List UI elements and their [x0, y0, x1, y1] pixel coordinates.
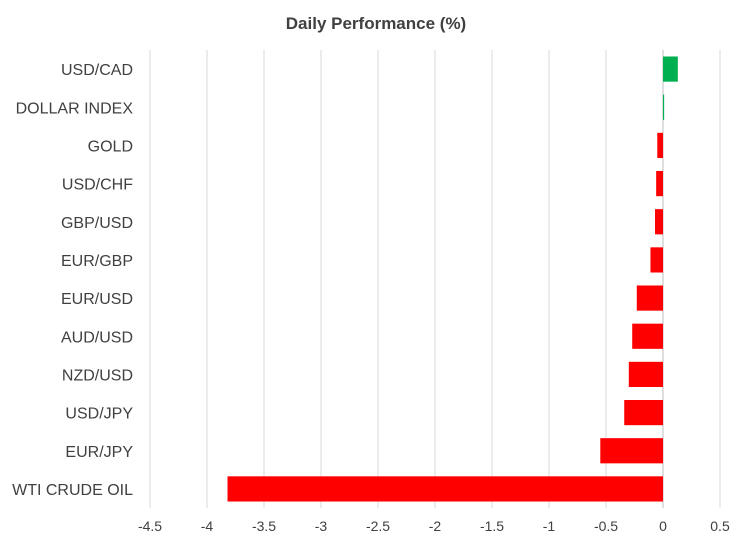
bar-wti-crude-oil	[227, 476, 663, 502]
bar-nzd-usd	[628, 361, 663, 388]
category-label: AUD/USD	[61, 329, 133, 346]
category-label: DOLLAR INDEX	[16, 100, 134, 117]
x-tick-label: -4.5	[138, 518, 162, 534]
bar-eur-usd	[636, 285, 663, 311]
category-label: USD/CAD	[61, 62, 133, 79]
x-tick-label: -3	[315, 518, 328, 534]
category-label: WTI CRUDE OIL	[12, 482, 133, 499]
bar-gbp-usd	[655, 209, 663, 235]
category-label: GBP/USD	[61, 215, 133, 232]
category-label: EUR/JPY	[65, 444, 133, 461]
bar-dollar-index	[663, 94, 665, 120]
x-axis-tick-labels: -4.5 -4 -3.5 -3 -2.5 -2 -1.5 -1 -0.5 0 0.5	[138, 518, 730, 534]
category-label: USD/CHF	[62, 177, 133, 194]
grid-lines	[149, 50, 721, 508]
x-tick-label: -1	[543, 518, 556, 534]
x-tick-label: -2	[429, 518, 442, 534]
chart-title: Daily Performance (%)	[286, 14, 466, 33]
bar-usd-jpy	[624, 399, 663, 426]
category-labels: USD/CAD DOLLAR INDEX GOLD USD/CHF GBP/USD EUR…	[12, 62, 133, 499]
x-tick-label: -4	[201, 518, 214, 534]
bar-usd-cad	[663, 56, 678, 82]
x-tick-label: 0.5	[710, 518, 730, 534]
category-label: EUR/GBP	[61, 253, 133, 270]
category-label: EUR/USD	[61, 291, 133, 308]
x-tick-label: -1.5	[480, 518, 504, 534]
bar-eur-jpy	[600, 438, 663, 464]
bars	[227, 56, 678, 502]
x-tick-label: -0.5	[594, 518, 618, 534]
bar-aud-usd	[632, 323, 663, 349]
x-tick-label: -2.5	[366, 518, 390, 534]
category-label: NZD/USD	[62, 367, 133, 384]
bar-usd-chf	[656, 170, 663, 197]
bar-gold	[657, 132, 663, 159]
bar-eur-gbp	[650, 247, 663, 273]
category-label: USD/JPY	[65, 406, 133, 423]
x-tick-label: -3.5	[252, 518, 276, 534]
x-tick-label: 0	[659, 518, 667, 534]
category-label: GOLD	[88, 138, 133, 155]
